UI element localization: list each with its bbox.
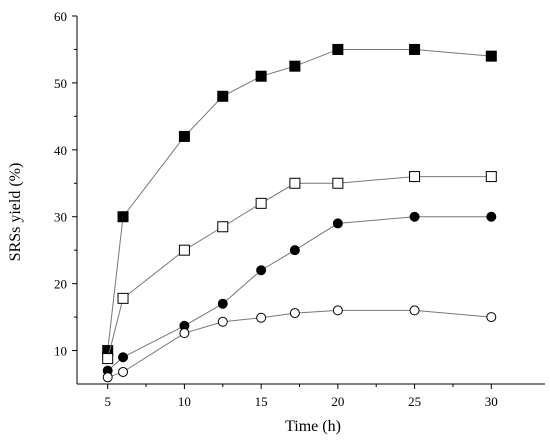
plot-area <box>102 43 497 383</box>
y-tick-label: 50 <box>54 76 67 91</box>
series-line-filled-square <box>107 48 492 351</box>
x-tick-label: 5 <box>104 394 111 409</box>
data-point <box>102 353 114 365</box>
x-axis-title: Time (h) <box>285 418 341 435</box>
data-point <box>332 218 343 229</box>
data-point <box>217 316 228 327</box>
data-point <box>118 352 129 363</box>
data-point <box>178 130 190 142</box>
data-point <box>217 90 229 102</box>
x-tick-label: 30 <box>485 394 498 409</box>
y-tick-label: 30 <box>54 210 67 225</box>
data-point <box>179 328 190 339</box>
data-point <box>178 244 190 256</box>
x-tick-label: 10 <box>178 394 191 409</box>
series-filled-square <box>102 43 497 357</box>
data-point <box>409 211 420 222</box>
x-tick-label: 20 <box>331 394 344 409</box>
series-open-circle <box>102 305 497 383</box>
data-point <box>255 197 267 209</box>
data-point <box>486 211 497 222</box>
data-point <box>332 305 343 316</box>
data-point <box>217 221 229 233</box>
data-point <box>118 366 129 377</box>
data-point <box>255 70 267 82</box>
data-point <box>117 292 129 304</box>
series-line-filled-circle <box>107 216 492 371</box>
data-point <box>486 312 497 323</box>
series-line-open-circle <box>107 309 492 378</box>
data-point <box>289 245 300 256</box>
x-tick-label: 15 <box>255 394 268 409</box>
data-point <box>409 305 420 316</box>
y-tick-label: 60 <box>54 9 67 24</box>
data-point <box>117 211 129 223</box>
data-point <box>217 298 228 309</box>
axes: 5 10 15 20 25 30 10 20 30 40 50 60 <box>54 9 545 409</box>
data-point <box>289 308 300 319</box>
data-point <box>332 43 344 55</box>
data-point <box>485 171 497 183</box>
y-tick-label: 40 <box>54 143 67 158</box>
y-tick-label: 10 <box>54 344 67 359</box>
y-tick-label: 20 <box>54 277 67 292</box>
data-point <box>102 372 113 383</box>
series-open-square <box>102 171 497 365</box>
data-point <box>409 43 421 55</box>
data-point <box>409 171 421 183</box>
data-point <box>289 60 301 72</box>
series-filled-circle <box>102 211 497 376</box>
data-point <box>332 177 344 189</box>
series-line-open-square <box>107 176 492 359</box>
data-point <box>256 265 267 276</box>
data-point <box>485 50 497 62</box>
data-point <box>289 177 301 189</box>
x-tick-label: 25 <box>408 394 421 409</box>
data-point <box>256 312 267 323</box>
y-axis-title: SRSs yield (%) <box>7 163 24 262</box>
